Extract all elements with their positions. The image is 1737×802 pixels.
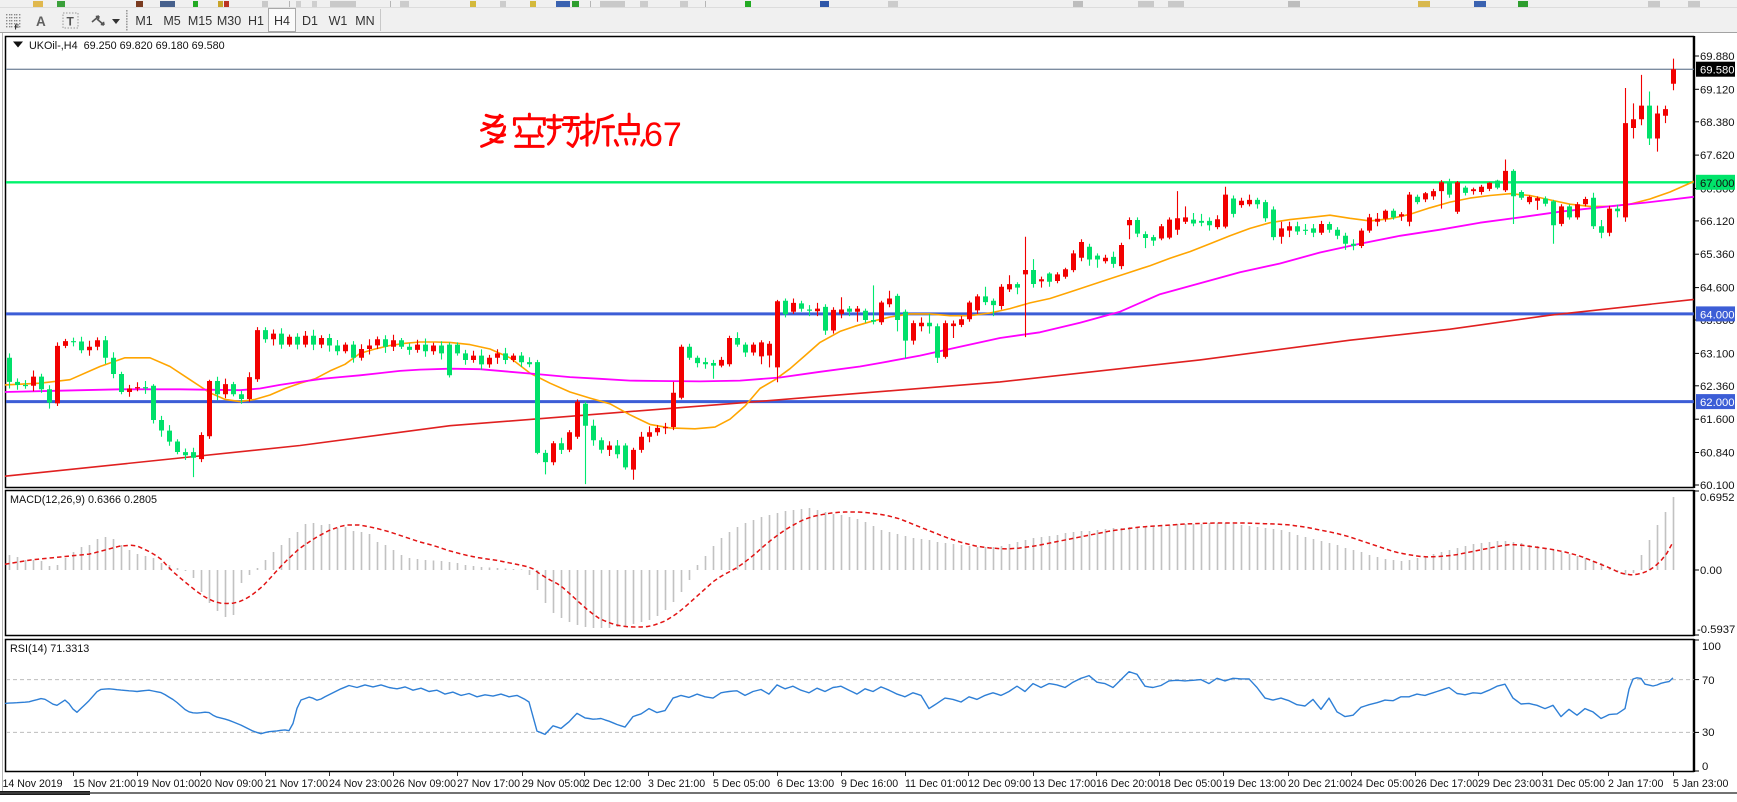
svg-text:6 Dec 13:00: 6 Dec 13:00 — [777, 778, 834, 790]
svg-text:11 Dec 01:00: 11 Dec 01:00 — [905, 778, 967, 790]
svg-text:69.120: 69.120 — [1700, 84, 1735, 96]
svg-text:D1: D1 — [302, 14, 318, 28]
svg-text:RSI(14) 71.3313: RSI(14) 71.3313 — [10, 643, 89, 655]
svg-text:68.380: 68.380 — [1700, 117, 1735, 129]
svg-text:29 Nov 05:00: 29 Nov 05:00 — [522, 778, 585, 790]
svg-text:M5: M5 — [163, 14, 180, 28]
svg-text:5 Jan 23:00: 5 Jan 23:00 — [1673, 778, 1728, 790]
svg-text:20 Dec 21:00: 20 Dec 21:00 — [1288, 778, 1351, 790]
svg-text:24 Nov 23:00: 24 Nov 23:00 — [329, 778, 392, 790]
svg-text:0: 0 — [1702, 761, 1708, 773]
svg-text:2 Dec 12:00: 2 Dec 12:00 — [584, 778, 641, 790]
svg-text:A: A — [36, 14, 46, 29]
svg-text:60.840: 60.840 — [1700, 448, 1735, 460]
svg-text:M1: M1 — [135, 14, 152, 28]
svg-text:9 Dec 16:00: 9 Dec 16:00 — [841, 778, 898, 790]
svg-text:67.620: 67.620 — [1700, 150, 1735, 162]
svg-text:26 Dec 17:00: 26 Dec 17:00 — [1415, 778, 1478, 790]
svg-text:21 Nov 17:00: 21 Nov 17:00 — [265, 778, 328, 790]
svg-text:MACD(12,26,9) 0.6366 0.2805: MACD(12,26,9) 0.6366 0.2805 — [10, 494, 157, 506]
svg-text:69.580: 69.580 — [1700, 65, 1735, 77]
svg-text:0.00: 0.00 — [1700, 565, 1722, 577]
svg-text:3 Dec 21:00: 3 Dec 21:00 — [648, 778, 705, 790]
svg-text:M15: M15 — [188, 14, 212, 28]
svg-text:5 Dec 05:00: 5 Dec 05:00 — [713, 778, 770, 790]
svg-text:H1: H1 — [248, 14, 264, 28]
svg-text:20 Nov 09:00: 20 Nov 09:00 — [200, 778, 263, 790]
svg-text:15 Nov 21:00: 15 Nov 21:00 — [73, 778, 136, 790]
svg-text:2 Jan 17:00: 2 Jan 17:00 — [1608, 778, 1663, 790]
svg-text:62.360: 62.360 — [1700, 381, 1735, 393]
svg-text:60.100: 60.100 — [1700, 480, 1735, 492]
svg-text:13 Dec 17:00: 13 Dec 17:00 — [1033, 778, 1096, 790]
svg-text:T: T — [67, 15, 75, 29]
svg-text:-0.5937: -0.5937 — [1697, 624, 1735, 636]
svg-text:67.000: 67.000 — [1700, 178, 1735, 190]
svg-text:12 Dec 09:00: 12 Dec 09:00 — [968, 778, 1031, 790]
svg-text:62.000: 62.000 — [1700, 397, 1735, 409]
svg-text:18 Dec 05:00: 18 Dec 05:00 — [1159, 778, 1222, 790]
svg-text:F: F — [15, 23, 20, 32]
svg-text:66.120: 66.120 — [1700, 216, 1735, 228]
svg-text:29 Dec 23:00: 29 Dec 23:00 — [1478, 778, 1541, 790]
svg-text:MN: MN — [355, 14, 374, 28]
svg-text:24 Dec 05:00: 24 Dec 05:00 — [1351, 778, 1414, 790]
svg-text:UKOil-,H4 69.250 69.820 69.18: UKOil-,H4 69.250 69.820 69.180 69.580 — [29, 40, 225, 52]
svg-text:H4: H4 — [274, 14, 290, 28]
svg-text:16 Dec 20:00: 16 Dec 20:00 — [1096, 778, 1159, 790]
svg-text:M30: M30 — [217, 14, 241, 28]
svg-text:100: 100 — [1702, 641, 1721, 653]
svg-text:26 Nov 09:00: 26 Nov 09:00 — [393, 778, 456, 790]
svg-text:64.000: 64.000 — [1700, 309, 1735, 321]
svg-text:19 Dec 13:00: 19 Dec 13:00 — [1223, 778, 1286, 790]
svg-text:W1: W1 — [329, 14, 348, 28]
svg-text:19 Nov 01:00: 19 Nov 01:00 — [137, 778, 200, 790]
svg-text:64.600: 64.600 — [1700, 283, 1735, 295]
svg-text:30: 30 — [1702, 727, 1715, 739]
svg-text:63.100: 63.100 — [1700, 348, 1735, 360]
svg-text:70: 70 — [1702, 675, 1715, 687]
svg-text:65.360: 65.360 — [1700, 249, 1735, 261]
svg-text:27 Nov 17:00: 27 Nov 17:00 — [457, 778, 520, 790]
svg-text:31 Dec 05:00: 31 Dec 05:00 — [1542, 778, 1605, 790]
svg-text:67: 67 — [644, 116, 682, 154]
svg-text:69.880: 69.880 — [1700, 51, 1735, 63]
svg-text:14 Nov 2019: 14 Nov 2019 — [3, 778, 63, 790]
svg-text:61.600: 61.600 — [1700, 414, 1735, 426]
svg-text:0.6952: 0.6952 — [1700, 492, 1735, 504]
